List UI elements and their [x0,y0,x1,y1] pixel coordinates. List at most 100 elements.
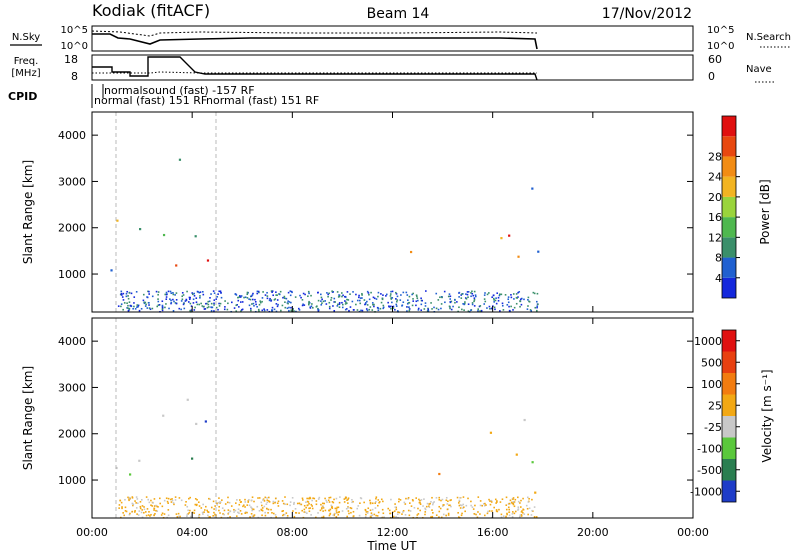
data-cell [355,293,357,296]
data-cell [174,496,177,498]
data-cell [508,309,511,312]
data-cell [207,306,210,308]
data-cell [125,292,128,295]
data-cell [506,512,508,515]
data-cell [254,301,257,303]
data-cell [308,510,311,513]
data-cell [515,302,518,305]
data-cell [316,305,318,308]
data-cell [127,295,129,297]
data-cell [365,308,368,310]
data-cell [349,306,352,308]
data-cell [165,296,168,298]
data-cell [366,290,369,293]
data-cell [213,302,215,305]
data-cell [322,515,325,518]
colorbar-swatch [722,277,736,298]
data-cell [385,293,388,296]
data-cell [456,496,459,499]
data-cell [471,303,474,306]
data-cell [194,235,197,238]
data-cell [248,504,251,507]
data-cell [187,509,189,512]
data-cell [367,292,370,294]
data-cell [471,506,474,508]
data-cell [118,504,121,506]
data-cell [416,297,419,299]
colorbar-swatch [722,136,736,157]
data-cell [375,497,377,500]
data-cell [535,516,538,518]
data-cell [437,299,440,301]
data-cell [536,292,539,295]
data-cell [407,496,410,499]
data-cell [508,305,510,308]
data-cell [128,496,131,499]
data-cell [157,298,159,300]
colorbar-frame [721,329,737,503]
data-cell [369,509,372,512]
data-cell [312,497,314,499]
data-cell [188,511,191,514]
data-cell [364,302,367,304]
data-cell [285,512,288,514]
data-cell [239,296,242,298]
data-cell [282,502,285,505]
data-cell [487,510,489,513]
data-cell [183,302,185,305]
data-cell [283,295,286,298]
data-cell [481,504,483,507]
data-cell [258,303,261,306]
data-cell [110,269,113,272]
data-cell [311,507,314,510]
data-cell [450,300,453,303]
data-cell [387,507,390,510]
data-cell [513,512,516,515]
data-cell [412,499,414,502]
data-cell [356,299,359,302]
data-cell [175,513,178,515]
data-cell [422,505,424,507]
data-cell [407,498,409,500]
data-cell [136,498,139,500]
data-cell [420,303,423,306]
data-cell [307,295,309,298]
data-cell [349,507,352,509]
data-cell [382,304,385,307]
data-cell [369,499,371,502]
data-cell [267,508,270,511]
data-cell [151,295,154,298]
data-cell [159,502,162,505]
data-cell [416,295,418,298]
data-cell [144,301,147,304]
data-cell [272,512,275,515]
data-cell [187,513,189,515]
data-cell [264,511,266,514]
data-cell [395,293,398,295]
data-cell [264,294,267,296]
data-cell [372,296,375,299]
data-cell [153,509,155,511]
data-cell [213,508,215,510]
data-cell [336,511,338,514]
data-cell [271,309,274,312]
data-cell [449,295,452,298]
data-cell [235,310,238,312]
data-cell [262,291,264,293]
x-tick-label: 20:00 [577,526,609,539]
data-cell [315,516,317,519]
data-cell [274,514,277,516]
data-cell [197,291,200,293]
data-cell [121,506,123,508]
data-cell [117,305,120,307]
data-cell [239,301,242,303]
data-cell [169,498,172,501]
data-cell [360,309,362,312]
data-cell [248,498,250,501]
data-cell [496,500,498,502]
colorbar-tick-label: -1000 [690,485,722,498]
data-cell [206,259,210,262]
data-cell [521,510,523,512]
data-cell [221,499,223,501]
data-cell [210,309,213,312]
